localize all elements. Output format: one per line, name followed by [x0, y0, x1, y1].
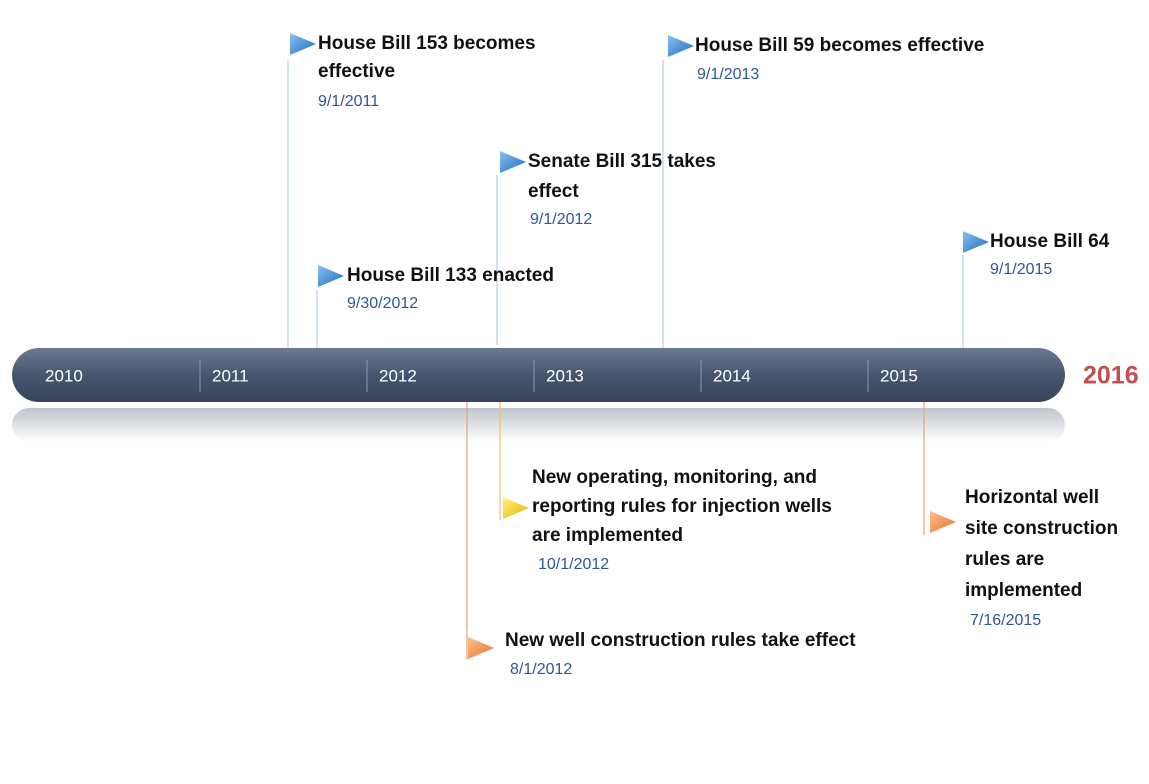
event-flag — [963, 231, 989, 253]
event-date: 8/1/2012 — [510, 661, 572, 678]
event-flag — [318, 265, 344, 287]
year-label: 2015 — [880, 366, 918, 385]
bar-reflection — [12, 408, 1065, 442]
event-title: House Bill 133 enacted — [347, 265, 554, 286]
event-flag — [930, 511, 956, 533]
year-label: 2012 — [379, 366, 417, 385]
event-title: implemented — [965, 580, 1082, 601]
event-title: New operating, monitoring, and — [532, 467, 817, 488]
event-flag — [503, 497, 529, 519]
event-flag — [468, 637, 494, 659]
event-date: 9/1/2013 — [697, 66, 759, 83]
year-label: 2013 — [546, 366, 584, 385]
event-flag — [500, 151, 526, 173]
event-date: 9/1/2012 — [530, 211, 592, 228]
event-title: effective — [318, 61, 395, 82]
timeline-content: 2010 2011 2012 2013 2014 2015 2016 House Bill 1… — [45, 33, 1139, 678]
year-label: 2014 — [713, 366, 751, 385]
event-flag — [290, 33, 316, 55]
event-title: House Bill 64 — [990, 231, 1110, 252]
event-title: Horizontal well — [965, 487, 1099, 508]
event-date: 10/1/2012 — [538, 556, 609, 573]
event-title: rules are — [965, 549, 1044, 570]
event-title: Senate Bill 315 takes — [528, 151, 716, 172]
event-date: 9/1/2011 — [318, 93, 379, 110]
end-year-label: 2016 — [1083, 362, 1139, 390]
event-title: are implemented — [532, 525, 683, 546]
event-title: site construction — [965, 518, 1118, 539]
event-title: effect — [528, 181, 579, 202]
event-date: 7/16/2015 — [970, 612, 1041, 629]
event-date: 9/1/2015 — [990, 261, 1052, 278]
event-title: House Bill 59 becomes effective — [695, 35, 984, 56]
event-title: reporting rules for injection wells — [532, 496, 832, 517]
event-date: 9/30/2012 — [347, 295, 418, 312]
year-label: 2011 — [212, 366, 249, 385]
event-title: New well construction rules take effect — [505, 630, 856, 651]
timeline-bar — [12, 348, 1065, 402]
event-flag — [668, 35, 694, 57]
event-title: House Bill 153 becomes — [318, 33, 536, 54]
year-label: 2010 — [45, 366, 83, 385]
